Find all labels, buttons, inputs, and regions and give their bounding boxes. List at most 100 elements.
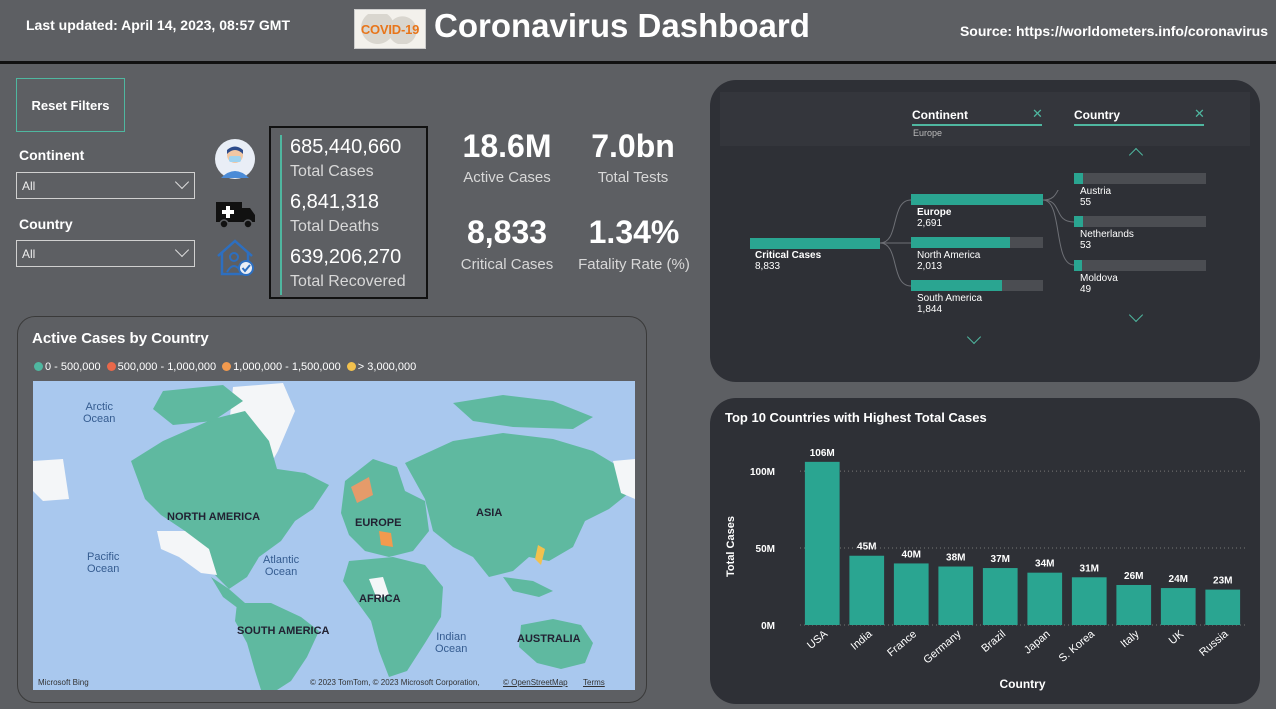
- continent-node-fill: [911, 237, 1010, 248]
- fatality-rate-label: Fatality Rate (%): [578, 256, 690, 273]
- continent-node-bar[interactable]: [911, 194, 1043, 205]
- logo-text: COVID-19: [360, 22, 420, 37]
- legend-dot: [346, 362, 356, 371]
- north-america-label: NORTH AMERICA: [167, 511, 261, 523]
- last-updated-text: Last updated: April 14, 2023, 08:57 GMT: [26, 17, 291, 33]
- scroll-down-icon[interactable]: [1128, 307, 1144, 323]
- reset-filters-button[interactable]: Reset Filters: [16, 78, 125, 132]
- africa-label: AFRICA: [359, 593, 401, 605]
- ocean-label-text: Indian Ocean: [435, 631, 468, 656]
- bar: [1116, 584, 1152, 625]
- bar-data-label: 40M: [902, 549, 921, 560]
- total-cases-value: 685,440,660: [290, 136, 402, 158]
- country-level-underline: [1074, 124, 1204, 126]
- dashboard-header: Last updated: April 14, 2023, 08:57 GMT …: [0, 0, 1276, 64]
- fatality-rate-value: 1.34%: [588, 214, 680, 250]
- chevron-down-icon: [174, 174, 190, 190]
- legend-label: 1,000,000 - 1,500,000: [233, 361, 341, 373]
- legend-label: 500,000 - 1,000,000: [117, 361, 217, 373]
- y-tick-label: 100M: [750, 467, 775, 478]
- x-tick-label: UK: [1167, 628, 1187, 647]
- country-node-name: Netherlands: [1080, 229, 1134, 240]
- total-deaths-label: Total Deaths: [290, 218, 379, 235]
- totals-box: 685,440,660 Total Cases 6,841,318 Total …: [269, 126, 428, 299]
- scroll-up-icon[interactable]: [1128, 147, 1144, 163]
- australia-label: AUSTRALIA: [517, 633, 581, 645]
- critical-cases-label: Critical Cases: [460, 256, 554, 273]
- total-tests-label: Total Tests: [597, 169, 669, 186]
- root-node-bar[interactable]: [750, 238, 880, 249]
- active-cases-label: Active Cases: [463, 169, 551, 186]
- legend-dot: [222, 362, 232, 371]
- bar-data-label: 38M: [946, 553, 965, 564]
- legend-label: > 3,000,000: [357, 361, 417, 373]
- legend-dot: [34, 362, 43, 371]
- covid-logo: COVID-19: [354, 9, 426, 49]
- chevron-down-icon: [174, 242, 190, 258]
- decomp-header-strip: [720, 92, 1250, 146]
- total-deaths-value: 6,841,318: [290, 191, 379, 213]
- south-america-label: SOUTH AMERICA: [237, 625, 330, 637]
- bar-data-label: 24M: [1169, 574, 1188, 585]
- tree-connectors: [880, 190, 1075, 287]
- continent-select[interactable]: All: [16, 172, 195, 199]
- scroll-down-icon[interactable]: [966, 329, 982, 345]
- legend-item: 0 - 500,000: [34, 361, 101, 373]
- country-label: Country: [19, 216, 73, 232]
- continent-node-name: Europe: [917, 207, 952, 218]
- continent-node-fill: [911, 194, 1043, 205]
- source-text: Source: https://worldometers.info/corona…: [959, 23, 1268, 39]
- europe-label: EUROPE: [355, 517, 402, 529]
- continent-node-bar[interactable]: [911, 280, 1043, 291]
- total-recovered-value: 639,206,270: [290, 246, 402, 268]
- map-title: Active Cases by Country: [32, 330, 209, 347]
- active-cases-map-card: Active Cases by Country 0 - 500,000 500,…: [17, 316, 647, 703]
- continent-filter-value: Europe: [913, 128, 943, 138]
- accent-bar: [280, 135, 282, 295]
- continent-node-value: 1,844: [917, 304, 943, 315]
- bar: [938, 566, 974, 625]
- bar: [849, 555, 885, 625]
- ocean-label-text: Pacific Ocean: [87, 551, 120, 576]
- country-node-bar[interactable]: [1074, 173, 1206, 184]
- continent-node-label: North America 2,013: [917, 250, 980, 272]
- world-map-shapes: [33, 383, 635, 690]
- bar: [1205, 589, 1241, 625]
- continent-node-bar[interactable]: [911, 237, 1043, 248]
- chart-title: Top 10 Countries with Highest Total Case…: [725, 410, 987, 425]
- root-node-name: Critical Cases: [755, 250, 822, 261]
- root-node-fill: [750, 238, 880, 249]
- arctic-ocean-label: Arctic Ocean: [83, 401, 115, 425]
- continent-level-header: Continent: [912, 108, 968, 122]
- country-node-bar[interactable]: [1074, 260, 1206, 271]
- terms-link[interactable]: Terms: [583, 678, 605, 687]
- openstreetmap-link[interactable]: © OpenStreetMap: [503, 678, 568, 687]
- continent-node-label: Europe 2,691: [917, 207, 951, 229]
- doctor-mask-icon: [215, 139, 255, 179]
- continent-node-name: North America: [917, 250, 981, 261]
- country-node-fill: [1074, 260, 1083, 271]
- close-icon[interactable]: ✕: [1194, 106, 1205, 121]
- close-icon[interactable]: ✕: [1032, 106, 1043, 121]
- ambulance-icon: [216, 202, 255, 229]
- y-tick-label: 0M: [761, 621, 775, 632]
- country-level-header: Country: [1074, 108, 1120, 122]
- map-copyright: © 2023 TomTom, © 2023 Microsoft Corporat…: [310, 678, 480, 687]
- world-map[interactable]: Arctic Ocean Pacific Ocean Atlantic Ocea…: [33, 381, 635, 690]
- country-node-name: Austria: [1080, 186, 1112, 197]
- bar-data-label: 26M: [1124, 571, 1143, 582]
- continent-node-fill: [911, 280, 1003, 291]
- country-select[interactable]: All: [16, 240, 195, 267]
- page-title: Coronavirus Dashboard: [434, 7, 810, 44]
- bar-data-label: 34M: [1035, 559, 1054, 570]
- bing-logo: Microsoft Bing: [38, 678, 89, 687]
- y-tick-label: 50M: [756, 544, 775, 555]
- x-tick-label: India: [849, 628, 876, 653]
- country-node-value: 55: [1080, 197, 1092, 208]
- country-node-value: 53: [1080, 240, 1092, 251]
- x-tick-label: Japan: [1022, 628, 1053, 656]
- continent-label: Continent: [19, 147, 85, 163]
- bar-data-label: 37M: [991, 554, 1010, 565]
- bar-data-label: 31M: [1080, 563, 1099, 574]
- country-node-bar[interactable]: [1074, 216, 1206, 227]
